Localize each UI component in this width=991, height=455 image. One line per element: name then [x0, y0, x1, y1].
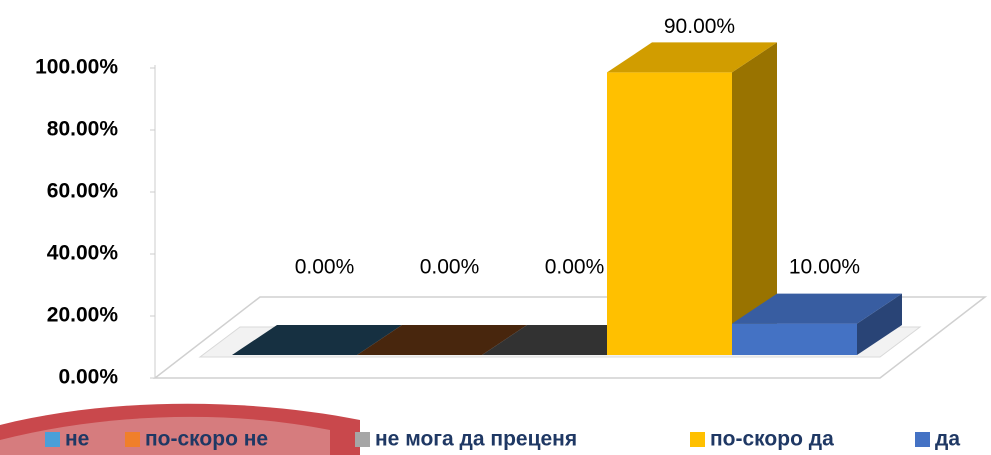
bar-side — [857, 293, 902, 355]
y-tick-label: 100.00% — [35, 56, 118, 79]
value-label: 0.00% — [420, 256, 480, 279]
bar-top — [357, 325, 527, 355]
legend-swatch — [690, 432, 705, 447]
value-label: 10.00% — [789, 256, 860, 279]
bar-front — [732, 323, 857, 355]
y-tick-label: 60.00% — [47, 180, 119, 203]
legend-swatch — [45, 432, 60, 447]
legend-label: не — [65, 428, 89, 451]
bar-top — [732, 293, 902, 324]
value-label: 0.00% — [295, 256, 355, 279]
legend-swatch — [915, 432, 930, 447]
legend-label: да — [935, 428, 960, 451]
bar-top — [232, 325, 402, 355]
bar-front — [607, 72, 732, 356]
floor — [152, 296, 988, 379]
bar-side — [732, 42, 777, 356]
y-tick-label: 80.00% — [47, 118, 119, 141]
y-tick-label: 40.00% — [47, 242, 119, 265]
bar-top — [607, 42, 777, 73]
legend-label: по-скоро да — [710, 428, 834, 451]
value-label: 90.00% — [664, 15, 735, 38]
legend-label: по-скоро не — [145, 428, 268, 451]
y-tick-label: 0.00% — [58, 366, 118, 389]
decor-swoosh — [0, 416, 330, 455]
value-label: 0.00% — [545, 256, 605, 279]
legend-swatch — [125, 432, 140, 447]
legend-label: не мога да преценя — [375, 428, 577, 451]
legend-swatch — [355, 432, 370, 447]
y-tick-label: 20.00% — [47, 304, 119, 327]
